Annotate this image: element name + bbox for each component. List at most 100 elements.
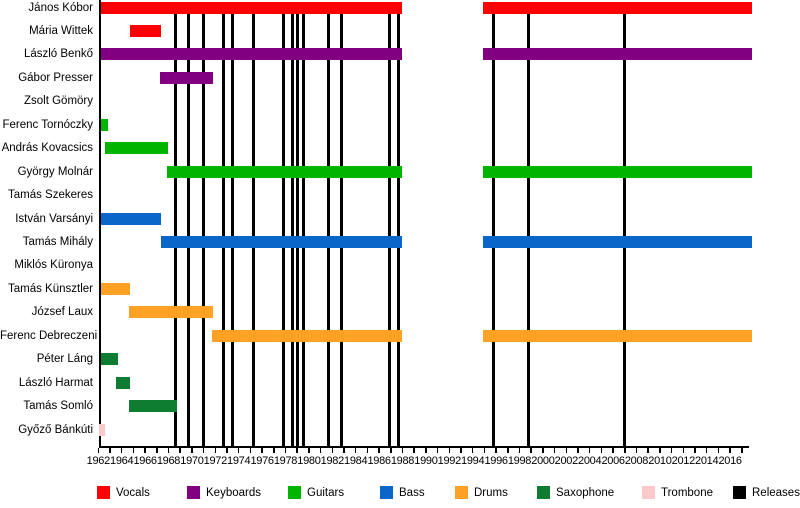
axis-tick xyxy=(682,448,685,453)
member-bar xyxy=(211,329,403,342)
axis-tick xyxy=(144,448,146,453)
release-line xyxy=(174,11,178,447)
axis-tick-label: 1966 xyxy=(133,455,157,467)
legend-label-drums: Drums xyxy=(474,487,508,499)
axis-tick xyxy=(97,448,100,453)
legend-swatch-guitars xyxy=(288,486,301,499)
release-line xyxy=(492,11,496,447)
axis-tick xyxy=(284,448,287,453)
member-label: Tamás Künsztler xyxy=(7,282,93,295)
member-bar xyxy=(160,71,213,84)
axis-tick xyxy=(542,448,544,453)
axis-tick-label: 1986 xyxy=(367,455,391,467)
release-line xyxy=(340,11,344,447)
axis-tick-label: 1974 xyxy=(227,455,251,467)
axis-tick xyxy=(670,448,673,453)
axis-tick xyxy=(729,448,731,453)
axis-tick xyxy=(120,448,123,453)
axis-tick xyxy=(659,448,661,453)
release-line xyxy=(202,11,206,447)
member-label: András Kovacsics xyxy=(1,142,93,155)
axis-tick xyxy=(530,448,532,453)
axis-tick xyxy=(179,448,181,453)
axis-tick xyxy=(553,448,556,453)
axis-tick-label: 1994 xyxy=(461,455,485,467)
axis-tick xyxy=(565,448,568,453)
member-label: Ferenc Tornóczky xyxy=(2,118,93,131)
axis-tick-label: 1980 xyxy=(297,455,321,467)
member-bar xyxy=(483,1,753,14)
axis-tick xyxy=(132,448,135,453)
axis-tick-label: 1972 xyxy=(203,455,228,467)
axis-tick xyxy=(741,448,743,453)
legend-label-keyboards: Keyboards xyxy=(206,487,261,499)
axis-tick-label: 1984 xyxy=(344,455,368,467)
axis-tick xyxy=(261,448,263,453)
axis-tick xyxy=(705,448,708,453)
member-bar xyxy=(129,24,162,37)
release-line xyxy=(623,11,627,447)
axis-tick xyxy=(378,448,380,453)
axis-tick-label: 2006 xyxy=(601,455,625,467)
release-line xyxy=(221,11,225,447)
axis-tick-label: 2014 xyxy=(695,455,719,467)
member-label: István Varsányi xyxy=(15,212,93,225)
axis-tick xyxy=(425,448,427,453)
member-bar xyxy=(483,329,753,342)
axis-tick xyxy=(226,448,228,453)
axis-tick-label: 1976 xyxy=(250,455,274,467)
member-label: Ferenc Debreczeni xyxy=(0,329,98,342)
release-line xyxy=(231,11,235,447)
member-bar xyxy=(99,423,106,436)
axis-tick-label: 1978 xyxy=(273,455,298,467)
axis-tick xyxy=(647,448,649,453)
axis-tick xyxy=(319,448,322,453)
axis-tick xyxy=(354,448,357,453)
axis-tick-label: 1964 xyxy=(110,455,134,467)
member-label: Tamás Szekeres xyxy=(7,189,93,202)
member-label: Miklós Küronya xyxy=(14,259,93,272)
member-bar xyxy=(161,236,403,248)
legend-label-saxophone: Saxophone xyxy=(556,487,615,499)
member-label: Győző Bánkúti xyxy=(18,423,93,436)
member-label: László Benkő xyxy=(23,48,93,61)
release-line xyxy=(252,11,256,447)
member-bar xyxy=(100,48,403,61)
axis-tick-label: 2000 xyxy=(531,455,555,467)
release-line xyxy=(186,11,190,447)
axis-tick xyxy=(717,448,720,453)
axis-tick-label: 1990 xyxy=(414,455,438,467)
member-label: László Harmat xyxy=(18,376,93,389)
release-line xyxy=(291,11,295,447)
release-line xyxy=(397,11,401,447)
release-line xyxy=(327,11,331,447)
axis-tick xyxy=(460,448,462,453)
member-bar xyxy=(167,165,403,178)
axis-tick xyxy=(600,448,603,453)
axis-tick xyxy=(296,448,298,453)
member-bar xyxy=(100,353,119,366)
axis-tick xyxy=(635,448,638,453)
legend-label-guitars: Guitars xyxy=(307,487,345,499)
axis-tick xyxy=(273,448,275,453)
axis-tick xyxy=(331,448,334,453)
axis-tick-label: 1996 xyxy=(484,455,508,467)
legend-swatch-vocals xyxy=(97,486,110,499)
member-bar xyxy=(128,306,213,319)
member-bar xyxy=(100,118,108,131)
member-label: Gábor Presser xyxy=(18,71,93,84)
legend-label-bass: Bass xyxy=(399,487,425,499)
axis-tick xyxy=(167,448,170,453)
y-axis-line xyxy=(99,0,101,447)
member-bar xyxy=(100,212,162,225)
x-axis-line xyxy=(99,446,749,448)
axis-tick-label: 2008 xyxy=(624,455,649,467)
legend-label-releases: Releases xyxy=(752,487,800,499)
axis-tick-label: 1992 xyxy=(437,455,462,467)
axis-tick xyxy=(624,448,626,453)
axis-tick xyxy=(471,448,474,453)
axis-tick xyxy=(612,448,614,453)
member-label: Péter Láng xyxy=(36,353,93,366)
